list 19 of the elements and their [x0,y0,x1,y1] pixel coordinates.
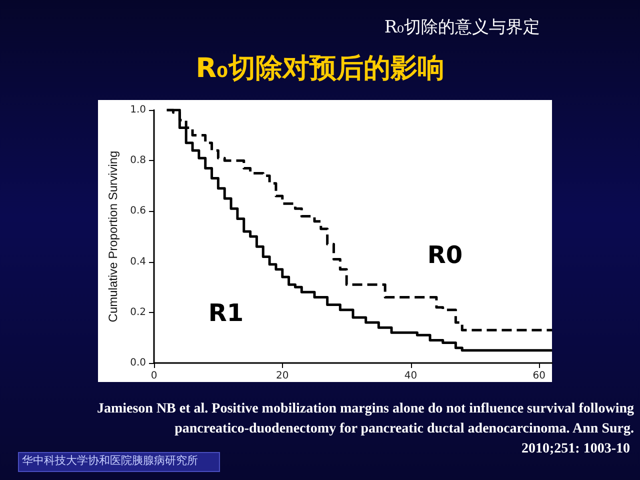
y-tick-label: 0.0 [130,358,146,368]
text: 2010;251: 1003-10 [522,442,630,456]
series-label: R0 [427,241,463,269]
x-tick-label: 20 [276,370,289,382]
series-label: R1 [208,299,244,327]
y-tick-label: 0.8 [130,155,146,166]
x-tick-label: 0 [150,370,158,382]
x-tick-label: 40 [404,370,418,382]
x-tick-label: 60 [532,370,546,382]
y-tick-label: 0.4 [130,256,146,268]
text: 华中科技大学协和医院胰腺病研究所 [22,454,198,467]
chart-title: R₀切除对预后的影响 [196,53,444,84]
chart-subtitle: R₀切除的意义与界定 [384,18,540,38]
text: pancreatico-duodenectomy for pancreatic ductal adenocarcinoma. Ann Surg. [174,422,634,436]
y-tick-label: 0.2 [130,306,146,318]
y-tick-label: 0.6 [130,206,146,217]
y-tick-label: 1.0 [130,104,146,116]
y-axis-title: Cumulative Proportion Surviving [106,150,120,322]
text: Jamieson NB et al. Positive mobilization margins alone do not influence survival following [96,402,634,416]
